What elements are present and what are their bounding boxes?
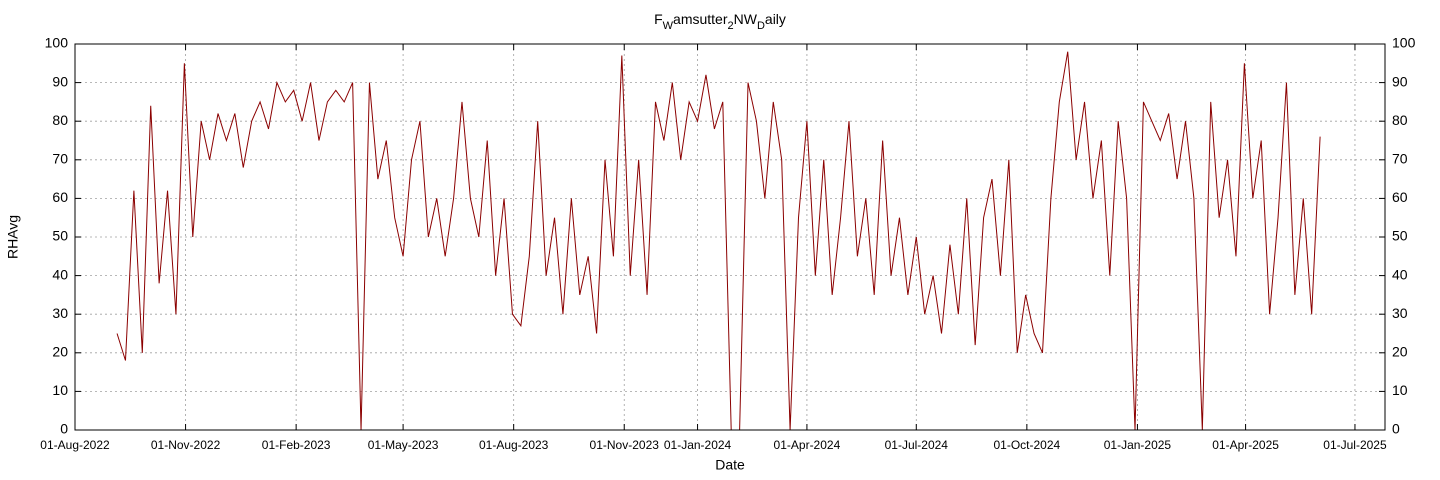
y-tick-label: 80 <box>52 112 68 128</box>
y2-tick-label: 10 <box>1392 382 1408 398</box>
x-tick-label: 01-Jan-2025 <box>1104 438 1172 452</box>
x-tick-label: 01-Jan-2024 <box>664 438 732 452</box>
y-tick-label: 70 <box>52 151 68 167</box>
title-part: W <box>663 20 674 32</box>
y2-tick-label: 30 <box>1392 305 1408 321</box>
x-axis-label: Date <box>715 457 745 473</box>
title-part: aily <box>765 11 786 27</box>
plot-frame <box>74 43 1386 431</box>
y2-tick-label: 80 <box>1392 112 1408 128</box>
y-tick-label: 10 <box>52 382 68 398</box>
y-tick-label: 60 <box>52 189 68 205</box>
x-tick-label: 01-Jul-2024 <box>885 438 949 452</box>
y2-tick-label: 50 <box>1392 228 1408 244</box>
title-part: amsutter <box>673 11 728 27</box>
y2-tick-label: 20 <box>1392 344 1408 360</box>
y-axis-label: RHAvg <box>5 215 21 259</box>
x-tick-label: 01-Apr-2025 <box>1212 438 1279 452</box>
y-tick-label: 50 <box>52 228 68 244</box>
y-tick-label: 40 <box>52 266 68 282</box>
chart-title: FWamsutter2NWDaily <box>654 11 786 32</box>
x-tick-label: 01-Aug-2022 <box>40 438 110 452</box>
y2-tick-label: 90 <box>1392 73 1408 89</box>
y2-tick-label: 40 <box>1392 266 1408 282</box>
y-tick-label: 0 <box>60 421 68 437</box>
y-tick-label: 20 <box>52 344 68 360</box>
title-part: 2 <box>728 20 734 32</box>
x-tick-label: 01-Jul-2025 <box>1323 438 1387 452</box>
x-tick-label: 01-Oct-2024 <box>994 438 1061 452</box>
x-tick-label: 01-Nov-2023 <box>590 438 660 452</box>
x-tick-label: 01-Nov-2022 <box>151 438 221 452</box>
x-tick-label: 01-Aug-2023 <box>479 438 549 452</box>
title-part: NW <box>734 11 758 27</box>
x-tick-label: 01-Apr-2024 <box>774 438 841 452</box>
y2-tick-label: 100 <box>1392 35 1416 51</box>
y2-tick-label: 0 <box>1392 421 1400 437</box>
y2-tick-label: 70 <box>1392 151 1408 167</box>
y2-tick-label: 60 <box>1392 189 1408 205</box>
x-tick-label: 01-May-2023 <box>368 438 439 452</box>
title-part: D <box>757 20 765 32</box>
y-tick-label: 100 <box>45 35 69 51</box>
y-tick-label: 90 <box>52 73 68 89</box>
y-tick-label: 30 <box>52 305 68 321</box>
title-part: F <box>654 11 663 27</box>
x-tick-label: 01-Feb-2023 <box>262 438 331 452</box>
data-line <box>116 51 1321 431</box>
